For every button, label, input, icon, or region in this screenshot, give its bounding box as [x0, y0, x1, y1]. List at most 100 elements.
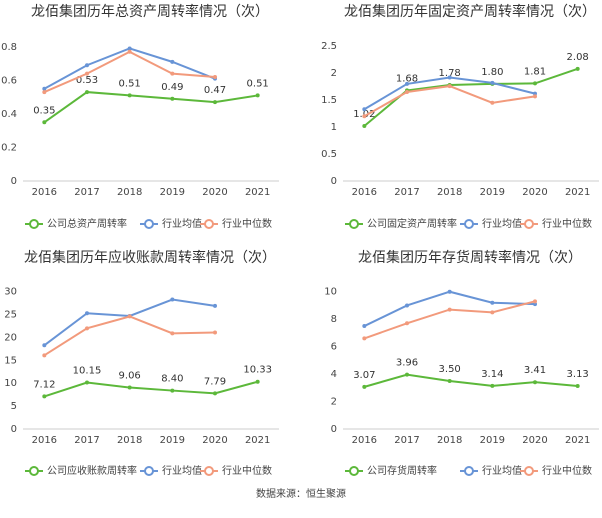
point [447, 84, 452, 89]
y-tick-label: 1 [331, 122, 337, 133]
legend-marker [204, 466, 214, 476]
y-tick-label: 30 [4, 287, 17, 298]
value-label: 9.06 [119, 371, 141, 382]
legend-label: 行业均值 [482, 464, 522, 477]
y-tick-label: 0 [11, 424, 17, 435]
point [42, 353, 47, 358]
point [405, 303, 409, 308]
point [170, 331, 175, 336]
legend-marker [349, 466, 359, 476]
source-note: 数据来源：恒生聚源 [256, 487, 346, 500]
point [575, 66, 580, 71]
point [362, 336, 367, 341]
x-tick-label: 2019 [160, 435, 185, 446]
point [447, 378, 452, 383]
x-tick-label: 2020 [202, 435, 227, 446]
point [127, 314, 132, 319]
value-label: 0.51 [119, 78, 141, 89]
point [42, 90, 47, 95]
point [213, 391, 217, 396]
x-tick-label: 2018 [437, 435, 462, 446]
point [85, 380, 89, 385]
y-tick-label: 25 [4, 310, 17, 321]
point [490, 310, 495, 315]
x-tick-label: 2019 [160, 187, 185, 198]
point [447, 75, 452, 80]
point [213, 100, 217, 105]
value-label: 3.07 [353, 370, 375, 381]
point [490, 300, 495, 305]
legend-label: 行业中位数 [542, 217, 592, 230]
value-label: 3.96 [396, 358, 418, 369]
point [362, 384, 367, 389]
point [405, 372, 409, 377]
x-tick-label: 2017 [74, 187, 99, 198]
point [533, 302, 537, 307]
legend-label: 公司应收账款周转率 [47, 464, 137, 477]
value-label: 0.47 [204, 85, 226, 96]
point [490, 383, 495, 388]
point [85, 71, 89, 76]
value-label: 3.13 [567, 369, 589, 380]
value-label: 1.80 [481, 67, 503, 78]
y-tick-label: 5 [11, 401, 17, 412]
value-label: 3.14 [481, 369, 503, 380]
point [255, 379, 260, 384]
point [362, 324, 367, 329]
chart-title: 龙佰集团历年固定资产周转率情况（次） [344, 3, 596, 20]
point [490, 80, 495, 85]
point [42, 394, 47, 399]
series-line [43, 315, 216, 357]
point [405, 90, 409, 95]
x-tick-label: 2020 [522, 435, 547, 446]
point [255, 93, 260, 98]
point [362, 107, 367, 112]
point [405, 81, 409, 86]
point [85, 326, 89, 331]
x-tick-label: 2021 [565, 187, 590, 198]
series-line [364, 373, 578, 388]
y-tick-label: 0.8 [1, 42, 17, 53]
y-tick-label: 0.4 [1, 109, 17, 120]
legend-label: 行业均值 [162, 217, 202, 230]
value-label: 10.33 [243, 365, 272, 376]
x-tick-label: 2016 [32, 435, 57, 446]
x-tick-label: 2021 [245, 435, 270, 446]
y-tick-label: 0 [11, 176, 17, 187]
point [127, 49, 132, 54]
point [213, 74, 217, 79]
x-tick-label: 2019 [480, 435, 505, 446]
value-label: 0.49 [161, 82, 183, 93]
point [127, 93, 132, 98]
y-tick-label: 2 [331, 397, 337, 408]
point [575, 384, 580, 389]
legend-marker [349, 219, 359, 229]
x-tick-label: 2018 [117, 435, 142, 446]
legend-label: 行业均值 [482, 217, 522, 230]
series-line [363, 85, 536, 118]
point [362, 123, 367, 128]
value-label: 1.78 [439, 68, 461, 79]
legend-label: 公司总资产周转率 [47, 217, 127, 230]
legend-marker [204, 219, 214, 229]
point [127, 385, 132, 390]
y-tick-label: 10 [324, 287, 337, 298]
point [447, 289, 452, 294]
legend-marker [464, 219, 474, 229]
point [170, 388, 175, 393]
y-tick-label: 15 [4, 355, 17, 366]
legend-marker [144, 219, 154, 229]
y-tick-label: 8 [331, 314, 337, 325]
x-tick-label: 2020 [202, 187, 227, 198]
point [533, 380, 537, 385]
point [170, 59, 175, 64]
y-tick-label: 0 [331, 424, 337, 435]
legend-marker [524, 219, 534, 229]
x-tick-label: 2016 [32, 187, 57, 198]
x-tick-label: 2020 [522, 187, 547, 198]
legend-marker [464, 466, 474, 476]
chart-title: 龙佰集团历年应收账款周转率情况（次） [24, 249, 276, 266]
legend-label: 公司存货周转率 [367, 464, 437, 477]
y-tick-label: 0.6 [1, 75, 17, 86]
